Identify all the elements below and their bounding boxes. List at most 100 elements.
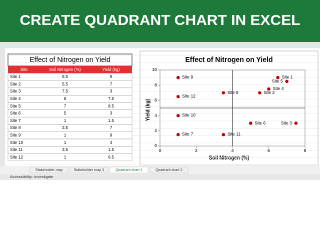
column-header — [0, 42, 320, 48]
table-cell: Site 9 — [10, 132, 21, 137]
table-cell: 9 — [110, 132, 113, 137]
table-cell: Site 7 — [10, 118, 21, 123]
banner — [0, 0, 320, 42]
point-label: Site 2 — [264, 90, 276, 95]
sheet-tab-label[interactable]: Stakeholder map 3 — [74, 168, 104, 172]
table-cell: 1.5 — [108, 147, 114, 152]
table-cell: 7 — [64, 103, 67, 108]
data-point — [176, 76, 180, 80]
data-point — [176, 95, 180, 99]
y-tick-label: 8 — [154, 82, 157, 87]
table-row — [7, 80, 133, 89]
status-text: Accessibility: Investigate — [10, 174, 54, 179]
y-tick-label: 10 — [152, 67, 158, 72]
table-cell: Site 5 — [10, 103, 21, 108]
y-tick-label: 0 — [154, 143, 157, 148]
table-cell: 6.5 — [108, 154, 114, 159]
table-cell: Site 1 — [10, 74, 21, 79]
table-cell: 7.5 — [108, 96, 114, 101]
y-tick-label: 6 — [154, 98, 157, 103]
point-label: Site 10 — [182, 113, 196, 118]
point-label: Site 6 — [255, 120, 267, 125]
table-header — [8, 66, 132, 74]
data-point — [249, 121, 253, 125]
table-cell: 1 — [64, 118, 67, 123]
table-header-cell: Soil Nitrogen (%) — [49, 67, 81, 72]
table-cell: Site 10 — [10, 140, 24, 145]
x-tick-label: 4 — [231, 148, 234, 153]
data-point — [285, 79, 289, 83]
x-tick-label: 0 — [159, 148, 162, 153]
table-cell: 7 — [110, 81, 113, 86]
table-cell: Site 11 — [10, 147, 23, 152]
screen: CREATE QUADRANT CHART IN EXCEL Effect of… — [0, 0, 320, 180]
row-header — [0, 42, 5, 166]
table-cell: 6 — [64, 96, 67, 101]
point-label: Site 7 — [182, 132, 194, 137]
table-cell: Site 6 — [10, 111, 21, 116]
chart-title: Effect of Nitrogen on Yield — [185, 57, 273, 64]
table-row — [7, 109, 133, 118]
y-tick-label: 2 — [154, 128, 157, 133]
table-cell: 3.5 — [62, 147, 68, 152]
table-cell: 4 — [110, 140, 113, 145]
data-point — [258, 91, 262, 95]
point-label: Site 3 — [281, 120, 293, 125]
point-label: Site 11 — [227, 132, 241, 137]
sheet-tab[interactable] — [149, 166, 189, 174]
point-label: Site 8 — [227, 90, 239, 95]
table-cell: 1 — [64, 154, 67, 159]
table-cell: 1.5 — [108, 118, 114, 123]
table-cell: 3.5 — [62, 125, 68, 130]
banner-title: CREATE QUADRANT CHART IN EXCEL — [20, 12, 301, 29]
x-tick-label: 6 — [267, 148, 270, 153]
sheet-tab-label[interactable]: Quadrant chart 1 — [116, 168, 143, 172]
table-cell: 7.5 — [62, 89, 68, 94]
data-point — [221, 133, 226, 137]
table-header-cell: Yield (kg) — [102, 67, 120, 72]
table-row — [7, 73, 133, 81]
table-cell: Site 8 — [10, 125, 21, 130]
x-tick-label: 8 — [304, 148, 307, 153]
data-point — [276, 76, 280, 80]
data-point — [267, 87, 271, 91]
table-row — [7, 138, 133, 147]
table-cell: 3 — [110, 89, 113, 94]
sheet-tab[interactable] — [69, 166, 109, 174]
table-row — [7, 153, 133, 162]
table-cell: 9 — [110, 74, 113, 79]
table-header-cell: Site — [20, 67, 28, 72]
sheet-tab-label[interactable]: Quadrant chart 2 — [156, 168, 183, 172]
point-label: Site 12 — [182, 94, 196, 99]
point-label: Site 4 — [273, 86, 285, 91]
data-point — [176, 133, 180, 137]
table-row — [7, 131, 133, 140]
sheet-tab[interactable] — [109, 166, 149, 174]
table-cell: 8.5 — [108, 103, 114, 108]
data-point — [221, 91, 226, 95]
table-cell: Site 4 — [10, 96, 21, 101]
sheet-tab-label[interactable]: Stakeholder map — [35, 168, 62, 172]
data-point — [176, 114, 180, 118]
sheet-tab[interactable] — [29, 166, 69, 174]
x-tick-label: 2 — [195, 148, 198, 153]
table-cell: 1 — [64, 132, 67, 137]
point-label: Site 5 — [272, 79, 284, 84]
table-cell: 7 — [110, 125, 113, 130]
table-cell: 1 — [64, 140, 67, 145]
table-cell: Site 2 — [10, 81, 21, 86]
point-label: Site 1 — [282, 75, 294, 80]
status-bar — [0, 174, 320, 180]
table-row — [7, 124, 133, 132]
table-cell: Site 12 — [10, 154, 24, 159]
table-title: Effect of Nitrogen on Yield — [30, 57, 111, 64]
data-point — [294, 121, 298, 125]
table-cell: Site 3 — [10, 89, 21, 94]
point-label: Site 9 — [182, 75, 194, 80]
y-axis-label: Yield (kg) — [145, 99, 151, 122]
table-cell: 5.5 — [62, 81, 68, 86]
table-cell: 5 — [64, 111, 67, 116]
y-tick-label: 4 — [154, 113, 157, 118]
x-axis-label: Soil Nitrogen (%) — [209, 155, 250, 161]
table-cell: 6.5 — [62, 74, 68, 79]
